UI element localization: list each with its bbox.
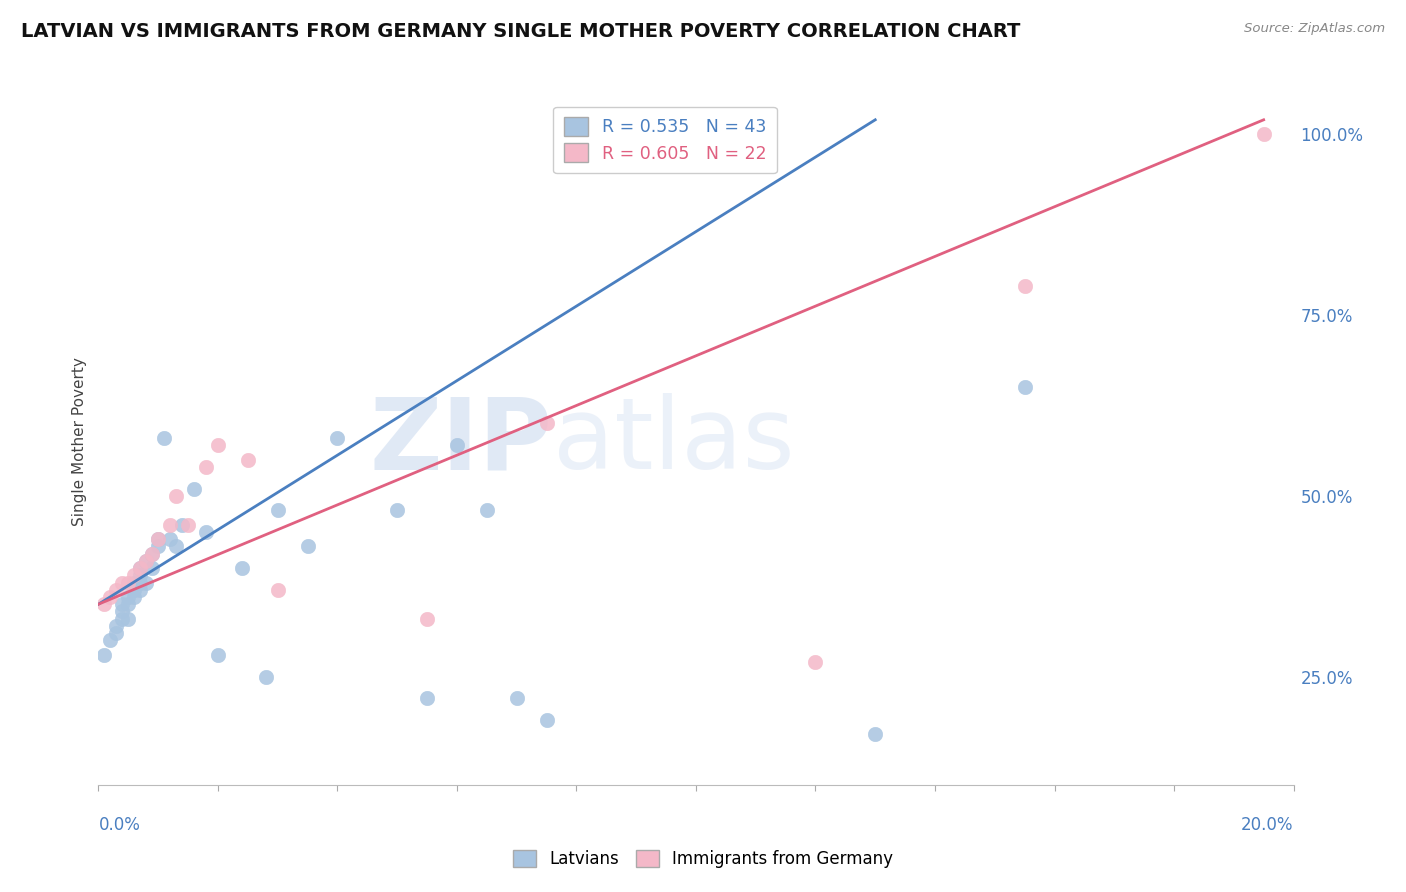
Point	[117, 575, 139, 590]
Point	[159, 517, 181, 532]
Point	[1253, 128, 1275, 142]
Text: 20.0%: 20.0%	[1241, 816, 1294, 834]
Point	[385, 503, 409, 517]
Point	[117, 612, 139, 626]
Point	[148, 532, 170, 546]
Text: atlas: atlas	[553, 393, 794, 490]
Point	[506, 691, 529, 706]
Text: ZIP: ZIP	[370, 393, 553, 490]
Point	[804, 655, 827, 669]
Point	[254, 669, 277, 683]
Point	[141, 561, 163, 575]
Legend: Latvians, Immigrants from Germany: Latvians, Immigrants from Germany	[506, 843, 900, 875]
Point	[267, 582, 290, 597]
Point	[475, 503, 498, 517]
Point	[1014, 279, 1036, 293]
Point	[100, 633, 122, 648]
Point	[177, 517, 200, 532]
Point	[111, 575, 134, 590]
Point	[135, 554, 157, 568]
Point	[100, 590, 122, 604]
Point	[129, 582, 152, 597]
Point	[124, 590, 146, 604]
Point	[153, 431, 176, 445]
Point	[416, 612, 439, 626]
Point	[159, 532, 181, 546]
Point	[236, 452, 259, 467]
Point	[326, 431, 349, 445]
Point	[536, 417, 558, 431]
Y-axis label: Single Mother Poverty: Single Mother Poverty	[72, 357, 87, 526]
Point	[111, 604, 134, 618]
Point	[111, 597, 134, 611]
Point	[172, 517, 194, 532]
Point	[129, 575, 152, 590]
Point	[416, 691, 439, 706]
Text: Source: ZipAtlas.com: Source: ZipAtlas.com	[1244, 22, 1385, 36]
Point	[141, 547, 163, 561]
Point	[105, 626, 128, 640]
Point	[148, 540, 170, 554]
Point	[141, 547, 163, 561]
Point	[148, 532, 170, 546]
Point	[105, 582, 128, 597]
Point	[124, 575, 146, 590]
Point	[135, 575, 157, 590]
Point	[117, 597, 139, 611]
Point	[231, 561, 253, 575]
Point	[124, 568, 146, 582]
Point	[195, 524, 218, 539]
Point	[1014, 380, 1036, 394]
Point	[129, 568, 152, 582]
Point	[129, 561, 152, 575]
Point	[446, 438, 468, 452]
Point	[105, 619, 128, 633]
Point	[207, 648, 229, 662]
Point	[165, 489, 187, 503]
Point	[536, 713, 558, 727]
Text: 0.0%: 0.0%	[98, 816, 141, 834]
Point	[297, 540, 319, 554]
Point	[865, 727, 887, 741]
Point	[207, 438, 229, 452]
Point	[129, 561, 152, 575]
Point	[93, 648, 115, 662]
Point	[124, 582, 146, 597]
Point	[111, 612, 134, 626]
Point	[267, 503, 290, 517]
Point	[93, 597, 115, 611]
Point	[117, 590, 139, 604]
Text: LATVIAN VS IMMIGRANTS FROM GERMANY SINGLE MOTHER POVERTY CORRELATION CHART: LATVIAN VS IMMIGRANTS FROM GERMANY SINGL…	[21, 22, 1021, 41]
Point	[135, 554, 157, 568]
Point	[183, 482, 205, 496]
Legend: R = 0.535   N = 43, R = 0.605   N = 22: R = 0.535 N = 43, R = 0.605 N = 22	[554, 107, 778, 173]
Point	[195, 459, 218, 474]
Point	[165, 540, 187, 554]
